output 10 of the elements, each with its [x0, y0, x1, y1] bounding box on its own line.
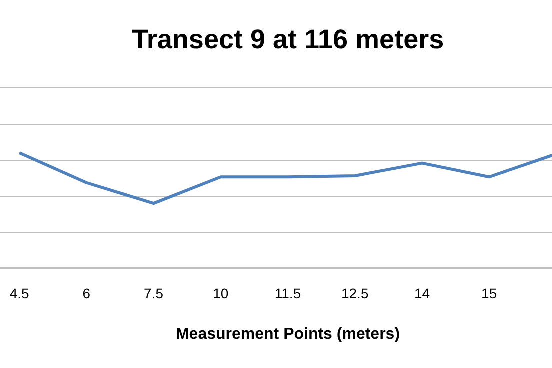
x-tick-label: 6: [82, 285, 91, 302]
chart-title: Transect 9 at 116 meters: [132, 24, 444, 55]
x-tick-label: 10: [213, 285, 229, 302]
x-tick-label: 4.5: [10, 285, 30, 302]
x-tick-label: 7.5: [144, 285, 164, 302]
x-axis-title: Measurement Points (meters): [176, 326, 400, 343]
x-tick-label: 15: [482, 285, 498, 302]
x-tick-label: 12.5: [341, 285, 369, 302]
x-tick-label: 11.5: [274, 285, 302, 302]
x-tick-label: 14: [414, 285, 430, 302]
